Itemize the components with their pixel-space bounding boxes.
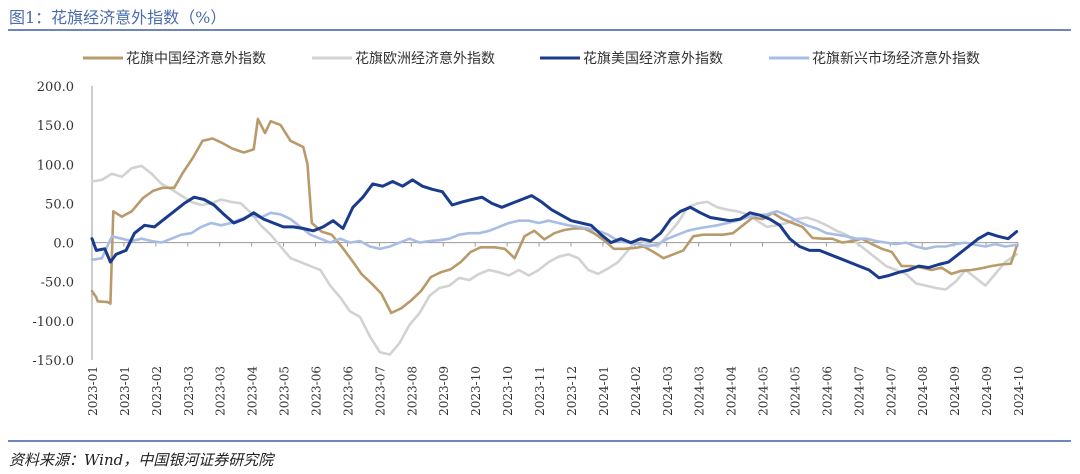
legend-label-emerging: 花旗新兴市场经济意外指数 — [812, 50, 980, 67]
x-tick-label: 2023-01 — [118, 366, 132, 416]
legend-label-us: 花旗美国经济意外指数 — [583, 50, 723, 67]
x-tick-label: 2024-10 — [1012, 366, 1026, 416]
x-tick-label: 2023-06 — [310, 366, 324, 416]
series-line-europe — [90, 164, 1018, 356]
x-tick-label: 2023-06 — [341, 366, 355, 416]
x-tick-label: 2023-10 — [469, 366, 483, 416]
y-tick-label: -100.0 — [32, 315, 74, 330]
title-divider — [8, 29, 1071, 31]
x-tick-label: 2023-12 — [565, 366, 579, 416]
y-tick-label: 0.0 — [53, 237, 74, 252]
x-tick-label: 2024-03 — [693, 366, 707, 416]
line-chart: 花旗中国经济意外指数 花旗欧洲经济意外指数 花旗美国经济意外指数 花旗新兴市场经济意外… — [32, 50, 1026, 416]
x-tick-label: 2023-02 — [150, 366, 164, 416]
x-axis: 2023-01 2023-01 2023-02 2023-03 2023-03 2023-… — [86, 242, 1026, 416]
x-tick-label: 2023-08 — [405, 366, 419, 416]
x-tick-label: 2024-03 — [661, 366, 675, 416]
x-tick-label: 2023-11 — [533, 366, 547, 416]
x-tick-label: 2024-05 — [757, 366, 771, 416]
y-tick-label: -150.0 — [32, 354, 74, 369]
x-tick-label: 2024-09 — [948, 366, 962, 416]
y-tick-label: 100.0 — [37, 158, 74, 173]
source-divider — [8, 440, 1071, 442]
x-tick-label: 2024-06 — [820, 366, 834, 416]
x-tick-label: 2024-05 — [788, 366, 802, 416]
y-axis: -150.0 -100.0 -50.0 0.0 50.0 100.0 150.0 200.0 — [32, 80, 93, 369]
x-tick-label: 2024-07 — [852, 366, 866, 416]
x-tick-label: 2024-09 — [980, 366, 994, 416]
series-line-china — [90, 117, 1018, 315]
x-tick-label: 2023-01 — [86, 366, 100, 416]
x-tick-label: 2023-03 — [182, 366, 196, 416]
series-line-us — [90, 178, 1019, 280]
x-tick-label: 2024-07 — [884, 366, 898, 416]
x-tick-label: 2023-07 — [373, 366, 387, 416]
source-note: 资料来源：Wind，中国银河证券研究院 — [9, 451, 274, 469]
y-tick-label: 150.0 — [37, 119, 74, 134]
x-tick-label: 2023-09 — [437, 366, 451, 416]
y-tick-label: -50.0 — [41, 276, 74, 291]
series-layer — [90, 117, 1019, 356]
x-tick-label: 2024-01 — [597, 366, 611, 416]
x-tick-label: 2024-02 — [629, 366, 643, 416]
x-tick-label: 2023-03 — [214, 366, 228, 416]
x-tick-label: 2024-08 — [916, 366, 930, 416]
y-tick-label: 50.0 — [45, 197, 74, 212]
y-tick-label: 200.0 — [37, 80, 74, 95]
figure-title: 图1：花旗经济意外指数（%） — [9, 8, 227, 27]
x-tick-label: 2023-10 — [501, 366, 515, 416]
x-tick-label: 2023-05 — [278, 366, 292, 416]
x-tick-label: 2024-04 — [725, 366, 739, 416]
legend: 花旗中国经济意外指数 花旗欧洲经济意外指数 花旗美国经济意外指数 花旗新兴市场经济意外… — [83, 50, 980, 67]
x-tick-label: 2023-04 — [246, 366, 260, 416]
legend-label-europe: 花旗欧洲经济意外指数 — [355, 50, 495, 67]
legend-label-china: 花旗中国经济意外指数 — [126, 50, 266, 67]
